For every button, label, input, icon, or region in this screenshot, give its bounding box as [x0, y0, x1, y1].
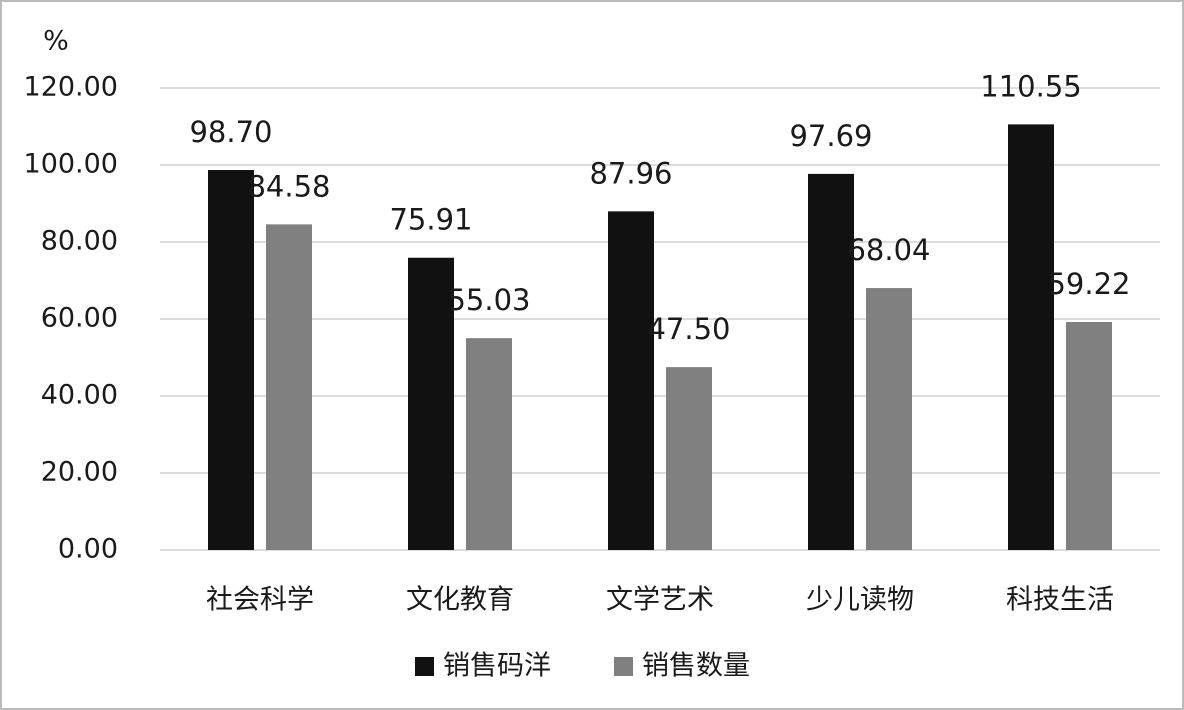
legend-swatch [614, 657, 633, 676]
y-tick-label: 120.00 [24, 72, 118, 103]
value-label: 97.69 [789, 119, 872, 153]
value-label: 47.50 [647, 312, 730, 346]
value-label: 75.91 [389, 203, 472, 237]
y-tick-label: 80.00 [41, 226, 118, 257]
x-tick-label: 少儿读物 [806, 585, 914, 616]
bar [266, 224, 312, 550]
bar [208, 170, 254, 550]
bar [608, 211, 654, 550]
bar [408, 257, 454, 550]
y-tick-label: 60.00 [41, 303, 118, 334]
legend-label: 销售数量 [642, 651, 750, 682]
x-tick-label: 社会科学 [206, 585, 314, 616]
bar [466, 338, 512, 550]
y-tick-label: 0.00 [58, 534, 118, 565]
bar [808, 173, 854, 550]
value-label: 55.03 [447, 283, 530, 317]
y-tick-label: 20.00 [41, 457, 118, 488]
legend-label: 销售码洋 [443, 651, 551, 682]
bar [1066, 322, 1112, 550]
y-tick-label: 100.00 [24, 149, 118, 180]
value-label: 98.70 [189, 115, 272, 149]
bar [1008, 124, 1054, 550]
value-label: 110.55 [980, 69, 1081, 103]
x-tick-label: 文学艺术 [606, 585, 714, 616]
x-tick-label: 科技生活 [1006, 585, 1114, 616]
value-label: 84.58 [247, 169, 330, 203]
value-label: 68.04 [847, 233, 930, 267]
bar [666, 367, 712, 550]
value-label: 87.96 [589, 156, 672, 190]
bar [866, 288, 912, 550]
y-axis-label: % [43, 26, 69, 57]
x-tick-label: 文化教育 [406, 585, 514, 616]
value-label: 59.22 [1047, 267, 1130, 301]
legend-swatch [415, 657, 434, 676]
y-tick-label: 40.00 [41, 380, 118, 411]
